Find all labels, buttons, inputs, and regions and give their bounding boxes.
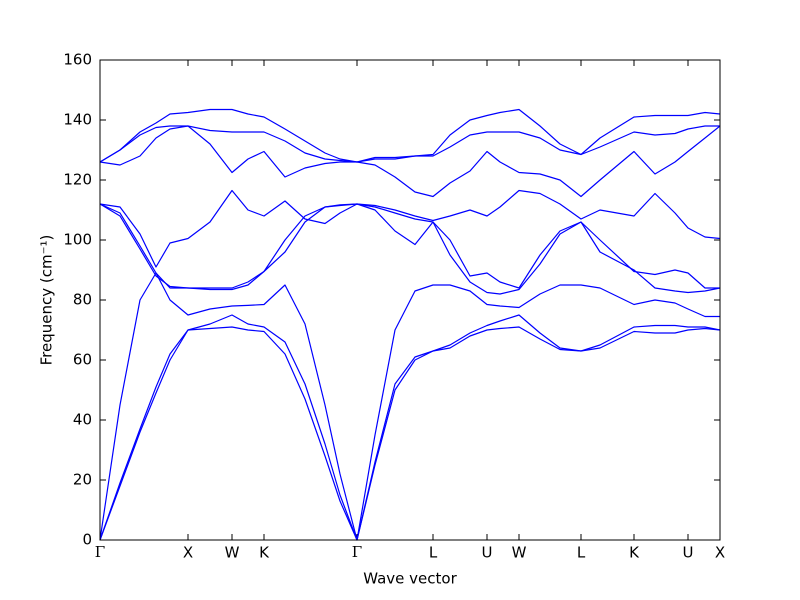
x-tick-label: Γ (352, 543, 362, 561)
x-tick-label: W (225, 544, 240, 562)
y-axis-label: Frequency (cm⁻¹) (38, 235, 56, 366)
y-tick-label: 40 (73, 411, 92, 429)
x-tick-label: U (683, 544, 694, 562)
x-tick-label: K (259, 544, 270, 562)
x-tick-label: Γ (95, 543, 105, 561)
band-line (99, 203, 721, 294)
x-tick-label: U (482, 544, 493, 562)
plot-frame (99, 59, 721, 541)
band-line (99, 189, 721, 268)
y-tick-label: 100 (63, 231, 92, 249)
y-tick-label: 20 (73, 471, 92, 489)
x-tick-label: X (715, 544, 725, 562)
x-tick-label: W (512, 544, 527, 562)
band-line (99, 203, 720, 295)
x-axis-label: Wave vector (363, 570, 457, 588)
band-line (99, 108, 721, 163)
x-tick-label: X (183, 544, 193, 562)
band-line (99, 272, 720, 541)
band-line (99, 125, 721, 198)
band-line (99, 125, 720, 163)
band-line (99, 314, 721, 541)
y-tick-label: 80 (73, 291, 92, 309)
band-line (99, 326, 721, 541)
y-tick-label: 60 (73, 351, 92, 369)
x-tick-label: L (429, 544, 438, 562)
y-tick-label: 120 (63, 171, 92, 189)
y-tick-label: 160 (63, 51, 92, 69)
x-tick-label: L (577, 544, 586, 562)
y-tick-label: 0 (82, 531, 92, 549)
y-tick-label: 140 (63, 111, 92, 129)
x-tick-label: K (629, 544, 640, 562)
